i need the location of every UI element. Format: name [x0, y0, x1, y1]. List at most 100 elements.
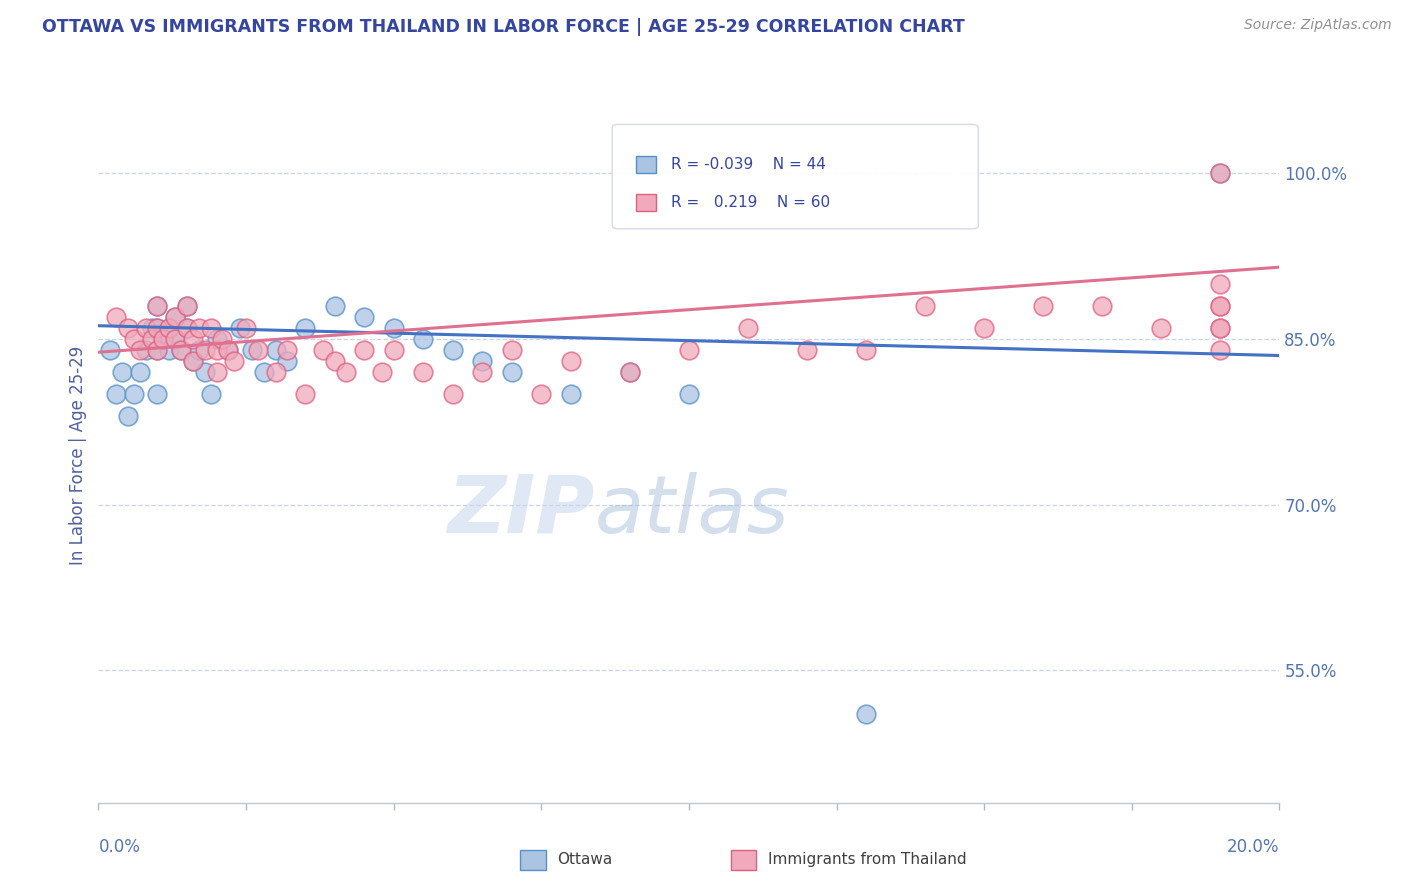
Point [165, 310, 187, 324]
Point [501, 365, 523, 379]
Point [412, 332, 434, 346]
Point [253, 365, 276, 379]
Point [98, 343, 121, 357]
Point [224, 354, 246, 368]
Point [211, 332, 233, 346]
Point [205, 332, 228, 346]
Point [105, 387, 128, 401]
Point [371, 365, 394, 379]
Text: atlas: atlas [595, 472, 789, 549]
Point [217, 343, 239, 357]
Point [560, 354, 582, 368]
Point [530, 387, 553, 401]
Point [170, 343, 193, 357]
Point [181, 332, 204, 346]
Point [294, 387, 316, 401]
Text: OTTAWA VS IMMIGRANTS FROM THAILAND IN LABOR FORCE | AGE 25-29 CORRELATION CHART: OTTAWA VS IMMIGRANTS FROM THAILAND IN LA… [42, 18, 965, 36]
Point [914, 299, 936, 313]
Point [264, 343, 287, 357]
Point [678, 343, 700, 357]
Point [141, 321, 163, 335]
Point [294, 321, 316, 335]
Point [157, 343, 180, 357]
Point [1150, 321, 1173, 335]
Point [1209, 321, 1232, 335]
FancyBboxPatch shape [636, 156, 657, 173]
Point [105, 310, 128, 324]
FancyBboxPatch shape [612, 124, 979, 229]
Point [146, 299, 169, 313]
Point [217, 343, 239, 357]
Point [200, 387, 222, 401]
Y-axis label: In Labor Force | Age 25-29: In Labor Force | Age 25-29 [69, 345, 87, 565]
Point [229, 321, 252, 335]
Point [122, 332, 145, 346]
Text: 20.0%: 20.0% [1227, 838, 1279, 856]
Text: R =   0.219    N = 60: R = 0.219 N = 60 [671, 195, 830, 211]
Point [1209, 343, 1232, 357]
Point [353, 310, 375, 324]
Point [187, 343, 209, 357]
Point [353, 343, 375, 357]
Point [152, 332, 174, 346]
Point [205, 343, 228, 357]
Point [1209, 166, 1232, 180]
Point [471, 354, 494, 368]
Text: 0.0%: 0.0% [98, 838, 141, 856]
Point [187, 321, 209, 335]
FancyBboxPatch shape [636, 194, 657, 211]
Point [141, 332, 163, 346]
Point [855, 343, 877, 357]
Point [176, 299, 198, 313]
Point [619, 365, 641, 379]
Point [412, 365, 434, 379]
Point [176, 321, 198, 335]
Point [235, 321, 257, 335]
Point [1209, 299, 1232, 313]
Point [501, 343, 523, 357]
Point [117, 321, 139, 335]
Point [146, 321, 169, 335]
Point [117, 409, 139, 424]
Point [737, 321, 759, 335]
Point [1209, 277, 1232, 291]
Point [181, 354, 204, 368]
Point [128, 365, 150, 379]
Point [619, 365, 641, 379]
Point [122, 387, 145, 401]
Point [128, 343, 150, 357]
Point [323, 354, 346, 368]
Point [441, 387, 464, 401]
Point [264, 365, 287, 379]
Point [1091, 299, 1114, 313]
Point [135, 343, 157, 357]
Point [200, 321, 222, 335]
Point [796, 343, 818, 357]
Point [146, 321, 169, 335]
Text: Ottawa: Ottawa [557, 853, 612, 867]
Point [1209, 166, 1232, 180]
Point [246, 343, 269, 357]
Point [194, 343, 217, 357]
Point [165, 332, 187, 346]
Point [146, 343, 169, 357]
Point [157, 321, 180, 335]
Point [973, 321, 995, 335]
Point [471, 365, 494, 379]
Point [1209, 299, 1232, 313]
Point [146, 299, 169, 313]
Point [146, 343, 169, 357]
Point [276, 354, 298, 368]
Text: R = -0.039    N = 44: R = -0.039 N = 44 [671, 157, 825, 172]
Point [176, 321, 198, 335]
Text: ZIP: ZIP [447, 472, 595, 549]
Point [560, 387, 582, 401]
Point [382, 321, 405, 335]
Point [323, 299, 346, 313]
Point [240, 343, 263, 357]
Point [335, 365, 357, 379]
Point [1209, 321, 1232, 335]
Point [276, 343, 298, 357]
Point [157, 321, 180, 335]
Point [855, 707, 877, 722]
